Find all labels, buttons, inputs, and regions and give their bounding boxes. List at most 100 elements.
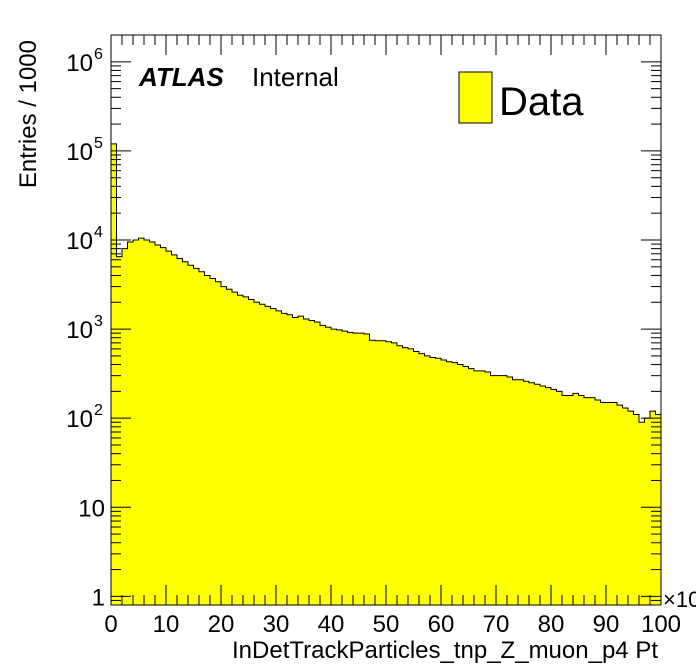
x-tick-label: 60 (428, 611, 455, 638)
y-tick-label: 10 (78, 495, 105, 522)
histogram-bar (177, 258, 183, 605)
histogram-bar (424, 355, 431, 605)
histogram-bar (331, 329, 337, 605)
histogram-bar (639, 422, 645, 605)
histogram-bar (287, 314, 293, 605)
histogram-bar (160, 247, 167, 605)
histogram-bar (270, 308, 277, 605)
y-tick-exponent: 2 (94, 402, 103, 419)
histogram-bar (265, 306, 271, 605)
histogram-bar (210, 278, 216, 605)
x-tick-label: 10 (153, 611, 180, 638)
histogram-bar (116, 256, 123, 605)
x-tick-label: 90 (593, 611, 620, 638)
y-tick-label: 10 (66, 50, 93, 77)
y-tick-label: 10 (66, 317, 93, 344)
histogram-bar (215, 281, 222, 605)
legend-swatch (458, 71, 493, 124)
histogram-bar (457, 364, 464, 605)
x-tick-label: 20 (208, 611, 235, 638)
histogram-bar (463, 366, 469, 605)
histogram-bar (617, 405, 623, 605)
y-tick-exponent: 6 (94, 46, 103, 63)
histogram-bar (551, 389, 557, 605)
histogram-bar (650, 411, 656, 605)
histogram-bar (369, 340, 376, 605)
y-axis-label: Entries / 1000 (15, 40, 42, 188)
histogram-bar (303, 318, 310, 605)
histogram-bar (320, 325, 326, 605)
histogram-bar (347, 332, 354, 605)
histogram-bar (600, 402, 607, 605)
histogram-bar (188, 265, 194, 605)
histogram-bar (248, 299, 255, 605)
histogram-bar (281, 313, 288, 605)
histogram-bar (221, 286, 227, 605)
histogram-bar (397, 345, 403, 605)
histogram-bar (166, 251, 172, 605)
histogram-bar (391, 342, 398, 605)
histogram-bar (545, 387, 552, 605)
y-tick-label: 1 (92, 584, 105, 611)
y-tick-label: 10 (66, 228, 93, 255)
histogram-bar (413, 351, 420, 605)
histogram-bar (325, 327, 332, 605)
histogram-bar (298, 316, 304, 605)
histogram-bar (573, 393, 579, 605)
histogram-bar (127, 241, 134, 605)
histogram-bar (622, 408, 629, 605)
histogram-bar (353, 333, 359, 605)
histogram-bar (589, 397, 596, 605)
histogram-bar (144, 240, 150, 605)
histogram-bar (501, 375, 508, 605)
histogram-bar (507, 376, 513, 605)
histogram-bar (171, 254, 178, 605)
histogram-bar (441, 359, 447, 605)
histogram-bar (259, 304, 266, 605)
histogram-bar (540, 385, 546, 605)
histogram-bar (534, 384, 541, 605)
histogram-bar (232, 292, 238, 605)
x-tick-label: 50 (373, 611, 400, 638)
histogram-bar (133, 240, 139, 605)
atlas-label: ATLAS (138, 62, 224, 92)
x-axis-multiplier: ×10³ (663, 587, 696, 612)
histogram-bar (606, 402, 612, 605)
histogram-bar (122, 248, 128, 605)
histogram-bar (193, 268, 200, 605)
histogram-bar (567, 395, 574, 605)
histogram-bar (182, 261, 189, 605)
histogram-bar (375, 340, 381, 605)
x-tick-label: 30 (263, 611, 290, 638)
histogram-bar (336, 329, 343, 605)
y-tick-exponent: 4 (94, 224, 103, 241)
histogram-bar (149, 241, 156, 605)
histogram-bar (111, 143, 117, 605)
histogram-bar (408, 348, 414, 605)
histogram-bar (452, 362, 458, 605)
histogram-bars (111, 143, 661, 605)
histogram-bar (512, 379, 519, 605)
histogram-bar (633, 414, 640, 605)
histogram-bar (155, 244, 161, 605)
x-tick-label: 0 (104, 611, 117, 638)
x-tick-label: 70 (483, 611, 510, 638)
histogram-bar (199, 271, 205, 605)
histogram-bar (292, 317, 299, 605)
histogram-bar (556, 391, 563, 605)
x-tick-label: 40 (318, 611, 345, 638)
y-tick-exponent: 5 (94, 135, 103, 152)
histogram-bar (380, 340, 387, 605)
histogram-bar (518, 379, 524, 605)
histogram-bar (446, 361, 453, 605)
histogram-bar (386, 341, 392, 605)
histogram-bar (644, 418, 651, 605)
histogram-bar (364, 334, 370, 605)
x-axis-tick-labels: 0 10 20 30 40 50 60 70 80 90 100 (104, 611, 681, 638)
histogram-bar (402, 347, 409, 605)
histogram-bar (309, 320, 315, 605)
y-tick-exponent: 3 (94, 313, 103, 330)
histogram-bar (474, 370, 480, 605)
